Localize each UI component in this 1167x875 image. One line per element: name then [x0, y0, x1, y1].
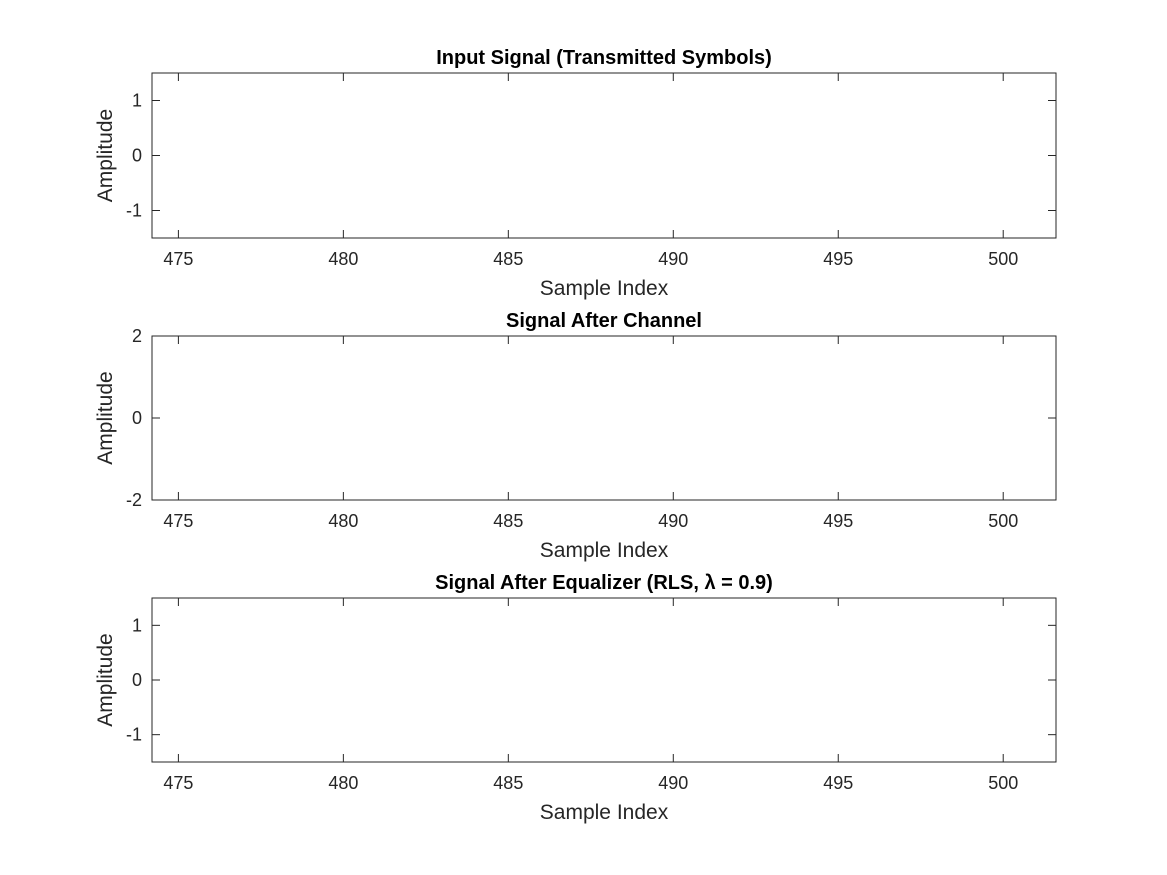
- y-tick-label: -1: [126, 201, 142, 221]
- y-axis-label: Amplitude: [94, 109, 117, 202]
- x-tick-label: 495: [823, 773, 853, 793]
- y-tick-label: 0: [132, 670, 142, 690]
- y-tick-label: 0: [132, 146, 142, 166]
- y-tick-label: 2: [132, 326, 142, 346]
- x-tick-label: 475: [163, 249, 193, 269]
- x-tick-label: 485: [493, 249, 523, 269]
- x-tick-label: 485: [493, 511, 523, 531]
- x-axis-label: Sample Index: [540, 801, 669, 824]
- x-axis-label: Sample Index: [540, 277, 669, 300]
- chart-title: Signal After Equalizer (RLS, λ = 0.9): [435, 572, 773, 594]
- x-tick-label: 490: [658, 773, 688, 793]
- y-tick-label: 1: [132, 91, 142, 111]
- x-tick-label: 480: [328, 511, 358, 531]
- x-tick-label: 475: [163, 511, 193, 531]
- axes-frame: [151, 335, 1057, 501]
- chart-title: Signal After Channel: [506, 310, 702, 332]
- axes-frame: [151, 72, 1057, 239]
- subplot-3: 475 480 485 490 495 500 -1 0 1 Signal After Equal…: [94, 572, 1057, 824]
- y-tick-label: -1: [126, 725, 142, 745]
- chart-title: Input Signal (Transmitted Symbols): [436, 47, 772, 69]
- x-tick-label: 495: [823, 511, 853, 531]
- x-tick-label: 480: [328, 249, 358, 269]
- y-axis-label: Amplitude: [94, 633, 117, 726]
- y-tick-label: -2: [126, 490, 142, 510]
- x-tick-label: 500: [988, 773, 1018, 793]
- y-tick-label: 0: [132, 408, 142, 428]
- y-axis-label: Amplitude: [94, 371, 117, 464]
- subplot-2: 475 480 485 490 495 500 -2 0 2 Signal After Chann…: [94, 310, 1057, 562]
- x-tick-label: 490: [658, 249, 688, 269]
- x-tick-label: 475: [163, 773, 193, 793]
- x-tick-label: 500: [988, 249, 1018, 269]
- x-axis-label: Sample Index: [540, 539, 669, 562]
- subplot-1: 475 480 485 490 495 500 -1 0 1 Input Signal (Tran…: [94, 47, 1057, 300]
- x-tick-label: 480: [328, 773, 358, 793]
- axes-frame: [151, 597, 1057, 763]
- x-tick-label: 485: [493, 773, 523, 793]
- y-tick-label: 1: [132, 615, 142, 635]
- x-tick-label: 490: [658, 511, 688, 531]
- x-tick-label: 500: [988, 511, 1018, 531]
- x-tick-label: 495: [823, 249, 853, 269]
